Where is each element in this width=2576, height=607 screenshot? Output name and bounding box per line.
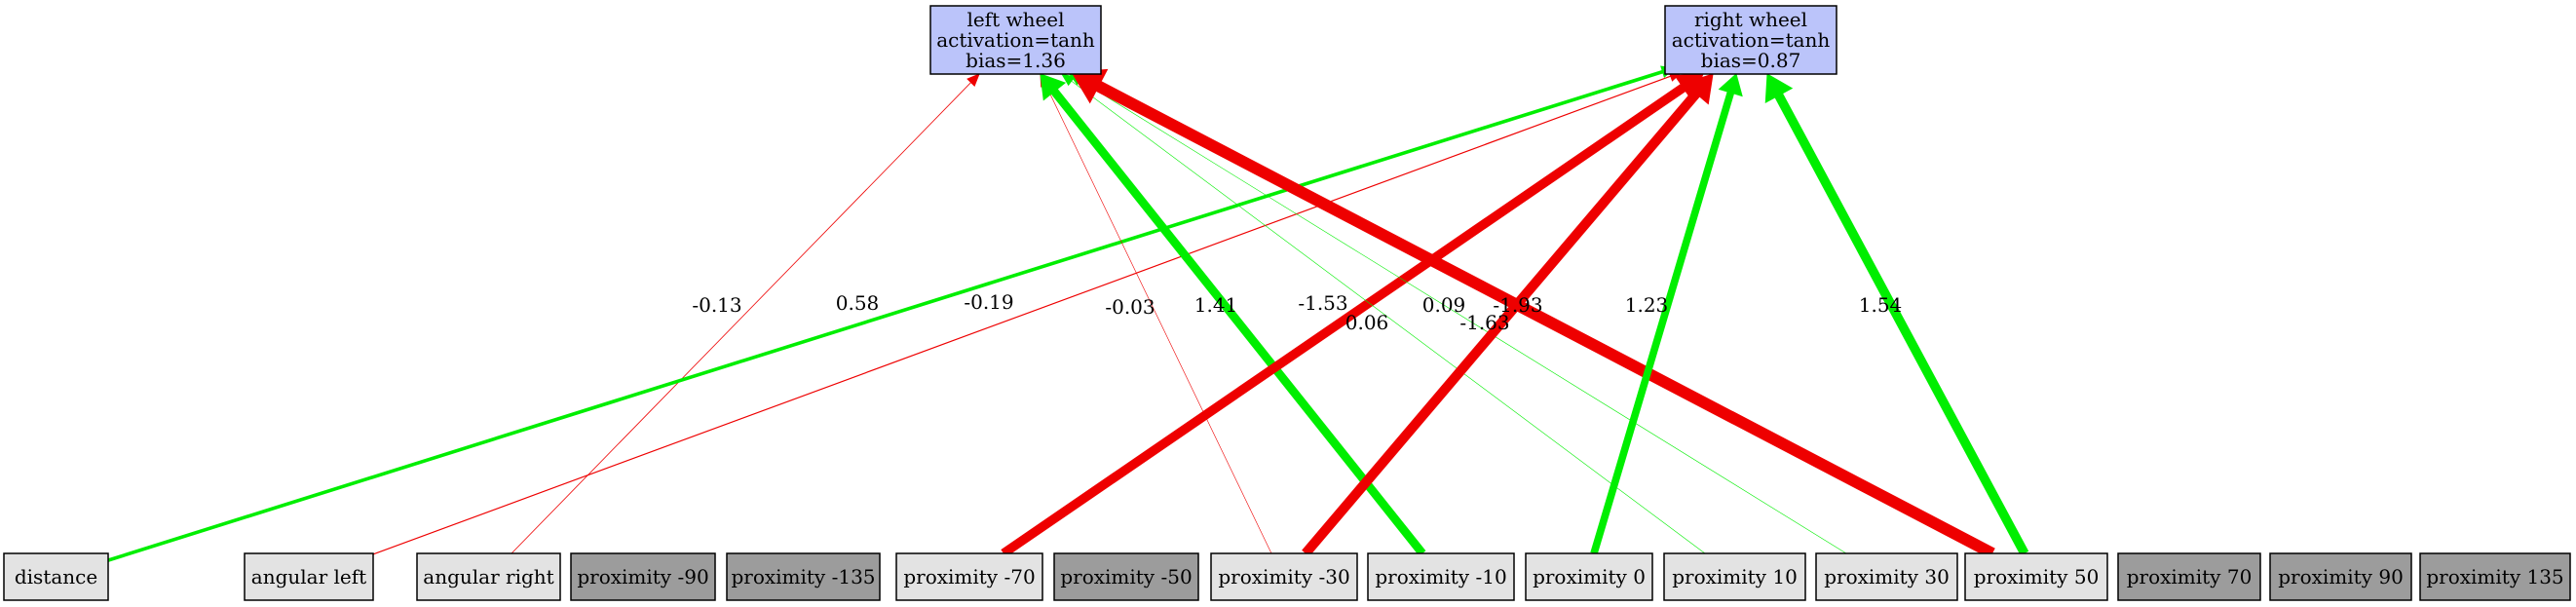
input-node-box <box>1210 552 1358 601</box>
input-node-distance: distance <box>3 552 109 601</box>
edge-arrowhead <box>1764 73 1794 103</box>
input-node-label: distance <box>15 565 97 588</box>
input-node-label: proximity 135 <box>2426 565 2563 588</box>
input-node-box <box>3 552 109 601</box>
input-node-prox-m50: proximity -50 <box>1053 552 1199 601</box>
edge-line <box>369 75 1671 556</box>
edge-arrowhead <box>966 73 980 87</box>
edge-line <box>1080 80 1847 554</box>
input-node-prox-m70: proximity -70 <box>895 552 1043 601</box>
input-node-box <box>416 552 561 601</box>
edge-arrowhead <box>1040 73 1067 101</box>
output-node-box <box>1664 5 1837 75</box>
input-node-label: proximity -50 <box>1060 565 1192 588</box>
edge-prox_0-to-right_wheel <box>1590 73 1743 555</box>
input-node-angular-left: angular left <box>244 552 374 601</box>
edge-weight-label: 0.58 <box>836 291 880 315</box>
edge-line <box>1774 93 2029 556</box>
input-node-box <box>2419 552 2571 601</box>
edge-weight-label: 0.06 <box>1345 311 1389 334</box>
input-node-label: proximity -90 <box>577 565 708 588</box>
edge-weight-label: 1.41 <box>1194 293 1238 317</box>
input-node-box <box>1815 552 1958 601</box>
edge-line <box>1001 84 1686 557</box>
edges-layer <box>104 65 2029 563</box>
edge-line <box>104 69 1664 563</box>
edge-line <box>511 82 971 554</box>
edge-prox_m30-to-right_wheel <box>1302 73 1714 557</box>
edge-weight-label: -0.13 <box>692 293 741 317</box>
nodes-layer: left wheelactivation=tanhbias=1.36right … <box>3 5 2571 601</box>
edge-weight-label: 1.54 <box>1859 293 1903 317</box>
input-node-prox-m135: proximity -135 <box>726 552 881 601</box>
input-node-box <box>1663 552 1806 601</box>
output-node-box <box>929 5 1102 75</box>
edge-weight-label: 1.23 <box>1625 293 1669 317</box>
input-node-label: proximity 90 <box>2278 565 2404 588</box>
input-node-prox-90: proximity 90 <box>2269 552 2412 601</box>
input-node-prox-m30: proximity -30 <box>1210 552 1358 601</box>
edge-weight-label: 0.09 <box>1422 293 1466 317</box>
output-node-label-line: activation=tanh <box>936 28 1095 52</box>
input-node-box <box>2269 552 2412 601</box>
edge-angular_right-to-left_wheel <box>511 73 980 554</box>
input-node-label: proximity 0 <box>1533 565 1646 588</box>
output-node-label-line: right wheel <box>1694 8 1807 31</box>
input-node-label: proximity 70 <box>2127 565 2253 588</box>
input-node-prox-30: proximity 30 <box>1815 552 1958 601</box>
input-node-label: angular right <box>423 565 553 588</box>
edge-line <box>1071 80 1706 554</box>
input-node-box <box>570 552 716 601</box>
edge-prox_50-to-right_wheel <box>1764 73 2029 556</box>
input-node-label: proximity 30 <box>1824 565 1950 588</box>
input-node-label: proximity -30 <box>1218 565 1349 588</box>
input-node-box <box>1053 552 1199 601</box>
edge-weight-label: -1.53 <box>1298 291 1347 315</box>
edge-weight-label: -0.03 <box>1105 295 1155 319</box>
edge-line <box>1590 91 1735 555</box>
input-node-box <box>726 552 881 601</box>
input-node-box <box>1964 552 2108 601</box>
input-node-prox-0: proximity 0 <box>1525 552 1653 601</box>
input-node-label: proximity -10 <box>1375 565 1506 588</box>
edge-arrowhead <box>1683 73 1714 105</box>
input-node-box <box>244 552 374 601</box>
input-node-prox-m10: proximity -10 <box>1367 552 1515 601</box>
input-node-prox-70: proximity 70 <box>2117 552 2261 601</box>
input-node-box <box>1367 552 1515 601</box>
edge-line <box>1050 89 1426 556</box>
input-node-prox-m90: proximity -90 <box>570 552 716 601</box>
edge-labels-layer: -0.13 0.58 -0.19 -0.03 1.41 -1.530.06 0.09 -1.9… <box>692 290 1902 334</box>
output-node-label-line: bias=0.87 <box>1701 49 1801 72</box>
edge-arrowhead <box>1718 73 1743 97</box>
edge-line <box>1044 84 1272 554</box>
input-node-angular-right: angular right <box>416 552 561 601</box>
input-node-label: proximity 50 <box>1974 565 2100 588</box>
input-node-label: proximity 10 <box>1672 565 1798 588</box>
input-node-prox-50: proximity 50 <box>1964 552 2108 601</box>
edge-line <box>1302 90 1700 557</box>
input-node-label: angular left <box>251 565 366 588</box>
edge-weight-label: -1.63 <box>1459 311 1509 334</box>
input-node-label: proximity -135 <box>731 565 875 588</box>
edge-line <box>1095 81 1995 559</box>
input-node-box <box>895 552 1043 601</box>
output-node-label-line: activation=tanh <box>1672 28 1831 52</box>
output-node-label-line: bias=1.36 <box>966 49 1066 72</box>
input-node-prox-10: proximity 10 <box>1663 552 1806 601</box>
input-node-label: proximity -70 <box>903 565 1035 588</box>
input-node-box <box>1525 552 1653 601</box>
output-node-label-line: left wheel <box>966 8 1064 31</box>
edge-weight-label: -0.19 <box>964 290 1013 314</box>
input-node-box <box>2117 552 2261 601</box>
edge-weight-label: -1.93 <box>1493 293 1542 317</box>
input-node-prox-135: proximity 135 <box>2419 552 2571 601</box>
edge-prox_m10-to-left_wheel <box>1040 73 1426 556</box>
